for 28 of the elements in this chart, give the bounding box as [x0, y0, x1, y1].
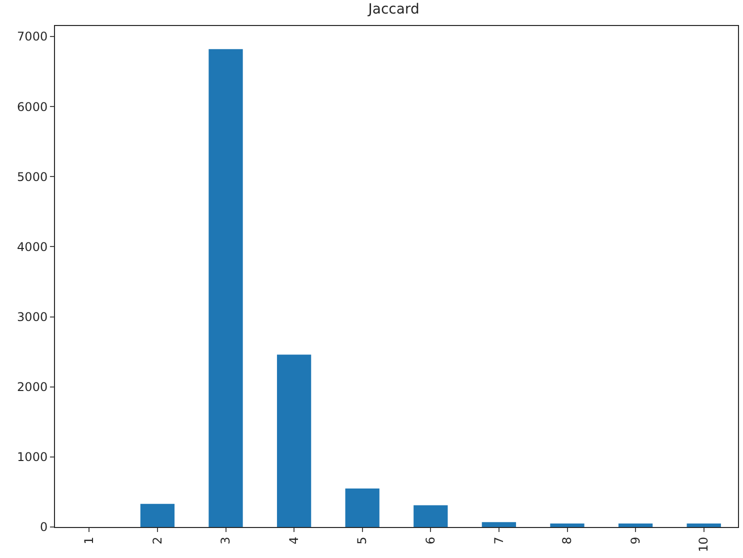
bar	[140, 504, 175, 527]
bar	[414, 505, 448, 527]
x-tick-label: 3	[218, 536, 233, 544]
x-tick-label: 2	[150, 536, 164, 544]
bar	[550, 524, 584, 527]
x-tick-label: 4	[286, 536, 301, 544]
x-tick-label: 1	[82, 536, 96, 544]
x-tick-label: 9	[628, 536, 642, 544]
bar	[618, 524, 653, 527]
x-tick-label: 10	[696, 536, 711, 552]
y-tick-label: 2000	[17, 380, 48, 394]
bar	[208, 49, 243, 527]
y-tick-label: 4000	[17, 240, 48, 254]
bar	[482, 522, 516, 527]
bar	[345, 488, 380, 527]
y-tick-label: 5000	[17, 170, 48, 184]
x-tick-label: 6	[424, 536, 438, 544]
x-tick-label: 7	[492, 536, 506, 544]
y-tick-label: 0	[40, 520, 48, 534]
x-tick-label: 8	[560, 536, 574, 544]
y-tick-label: 3000	[17, 310, 48, 324]
x-tick-label: 5	[355, 536, 370, 544]
y-tick-label: 7000	[17, 30, 48, 44]
bar	[276, 354, 312, 527]
y-tick-label: 6000	[17, 100, 48, 114]
bar	[686, 524, 721, 527]
chart-title: Jaccard	[367, 2, 420, 18]
y-tick-label: 1000	[17, 450, 48, 464]
